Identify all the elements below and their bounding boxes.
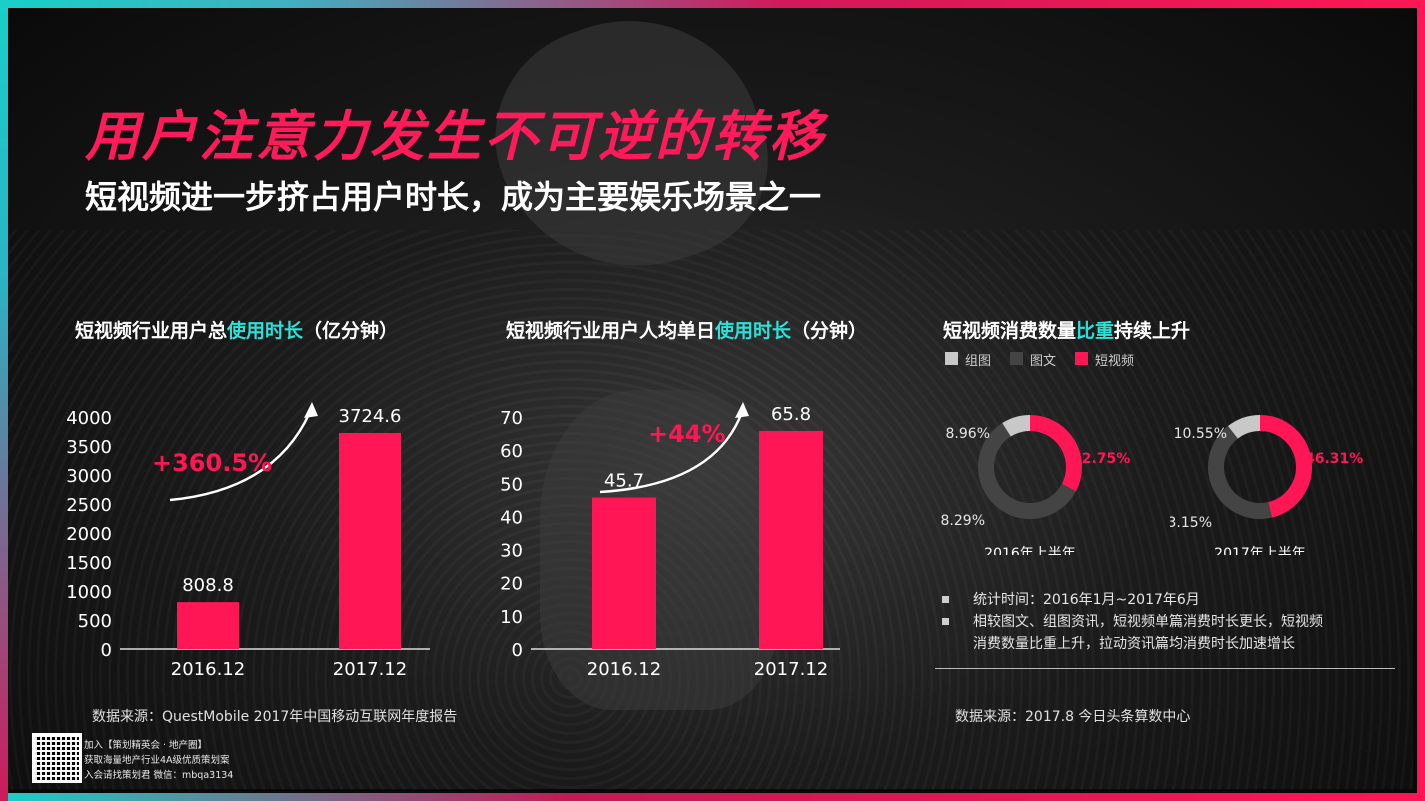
chart2-ytick: 0	[512, 640, 523, 661]
chart1-title-highlight: 使用时长	[227, 320, 304, 342]
chart1-ytick: 1000	[66, 582, 112, 603]
note-bullet	[942, 596, 949, 603]
chart2-ytick: 50	[500, 474, 523, 495]
donut2-slice-组图	[1228, 415, 1261, 439]
dancer-silhouette-body	[540, 390, 780, 710]
bottom-border	[0, 793, 1425, 801]
right-border	[1417, 0, 1425, 801]
chart2-value-label: 45.7	[604, 471, 644, 492]
chart1-bar	[339, 432, 401, 649]
chart1-title: 短视频行业用户总使用时长（亿分钟）	[75, 316, 398, 343]
chart2-title: 短视频行业用户人均单日使用时长（分钟）	[506, 316, 867, 343]
chart1-ytick: 0	[101, 640, 112, 661]
donut2-slice-图文	[1208, 426, 1272, 519]
chart1-ytick: 1500	[66, 553, 112, 574]
donut1-slice-组图	[1002, 415, 1031, 437]
chart1-bar	[177, 602, 239, 649]
donut1-value-label: 8.96%	[946, 426, 990, 442]
page-title: 用户注意力发生不可逆的转移	[85, 105, 826, 168]
chart1-value-label: 3724.6	[339, 406, 402, 427]
donut1-slice-短视频	[1029, 415, 1082, 492]
chart3-title-suffix: 持续上升	[1114, 320, 1191, 342]
chart1-ytick: 2500	[66, 495, 112, 516]
chart2-bar-chart: 0 10 20 30 40 50 60 70 45.7 2016.12 65.8 2017.12	[500, 404, 840, 680]
legend-swatch	[945, 352, 958, 365]
donut2-title: 2017年上半年	[1214, 546, 1306, 555]
chart1-ytick: 3500	[66, 437, 112, 458]
chart1-title-suffix: （亿分钟）	[303, 320, 399, 342]
donut1-value-label: 58.29%	[940, 513, 985, 529]
chart2-growth-arrow	[599, 402, 749, 494]
legend-swatch	[1075, 352, 1088, 365]
donut2-slice-短视频	[1259, 415, 1312, 518]
chart2-ytick: 10	[500, 607, 523, 628]
chart2-category-label: 2016.12	[587, 659, 661, 680]
chart3-legend: 组图 图文 短视频	[945, 350, 1225, 370]
chart2-value-label: 65.8	[771, 404, 811, 425]
donut1-value-label: 32.75%	[1072, 451, 1130, 467]
chart1-ytick: 4000	[66, 408, 112, 429]
chart3-note-1: 统计时间：2016年1月~2017年6月	[973, 592, 1200, 608]
top-border	[0, 0, 1425, 8]
chart1-ytick: 3000	[66, 466, 112, 487]
chart1-value-label: 808.8	[182, 575, 234, 596]
donut-2017h1: 10.55% 43.15% 46.31% 2017年上半年	[1170, 415, 1363, 555]
chart1-growth-label: +360.5%	[152, 449, 273, 477]
chart1-category-label: 2017.12	[333, 659, 407, 680]
chart1-ytick: 500	[78, 611, 112, 632]
footer-line-3: 入会请找策划君 微信：mbqa3134	[84, 770, 234, 781]
donut2-value-label: 43.15%	[1170, 515, 1212, 531]
chart2-bar	[759, 430, 823, 649]
chart2-title-prefix: 短视频行业用户人均单日	[506, 320, 716, 342]
donut2-value-label: 10.55%	[1174, 426, 1227, 442]
chart2-ytick: 40	[500, 507, 523, 528]
legend-label: 组图	[965, 354, 992, 369]
footer-line-2: 获取海量地产行业4A级优质策划案	[84, 755, 230, 766]
donut2-value-label: 46.31%	[1305, 451, 1363, 467]
chart1-title-prefix: 短视频行业用户总	[75, 320, 228, 342]
chart1-ytick: 2000	[66, 524, 112, 545]
chart2-category-label: 2017.12	[754, 659, 828, 680]
chart2-title-suffix: （分钟）	[791, 320, 868, 342]
chart3-title-highlight: 比重	[1076, 320, 1115, 342]
chart2-growth-label: +44%	[648, 420, 726, 448]
chart2-ytick: 20	[500, 574, 523, 595]
page-subtitle: 短视频进一步挤占用户时长，成为主要娱乐场景之一	[85, 178, 822, 216]
chart3-source: 数据来源：2017.8 今日头条算数中心	[955, 709, 1191, 725]
left-border	[0, 0, 8, 801]
chart1-growth-arrow	[169, 402, 318, 502]
qr-code	[32, 733, 82, 783]
chart1-category-label: 2016.12	[171, 659, 245, 680]
chart3-note-3: 消费数量比重上升，拉动资讯篇均消费时长加速增长	[973, 636, 1295, 652]
donut1-slice-图文	[978, 423, 1076, 519]
donut1-title: 2016年上半年	[984, 546, 1076, 555]
legend-label: 图文	[1030, 354, 1057, 369]
divider	[935, 668, 1395, 669]
chart3-note-2: 相较图文、组图资讯，短视频单篇消费时长更长，短视频	[973, 614, 1323, 630]
footer-line-1: 加入【策划精英会 · 地产圈】	[84, 740, 208, 751]
chart2-ytick: 30	[500, 541, 523, 562]
chart3-title: 短视频消费数量比重持续上升	[943, 316, 1190, 343]
donut-2016h1: 8.96% 58.29% 32.75% 2016年上半年	[940, 415, 1130, 555]
legend-label: 短视频	[1095, 354, 1135, 369]
note-bullet	[942, 618, 949, 625]
chart2-title-highlight: 使用时长	[715, 320, 792, 342]
chart2-ytick: 70	[500, 408, 523, 429]
legend-swatch	[1010, 352, 1023, 365]
chart1-bar-chart: 0 500 1000 1500 2000 2500 3000 3500 4000 808.8 201…	[66, 406, 430, 680]
chart1-source: 数据来源：QuestMobile 2017年中国移动互联网年度报告	[92, 709, 458, 725]
chart3-title-prefix: 短视频消费数量	[943, 320, 1077, 342]
chart2-ytick: 60	[500, 441, 523, 462]
chart2-bar	[592, 497, 656, 649]
